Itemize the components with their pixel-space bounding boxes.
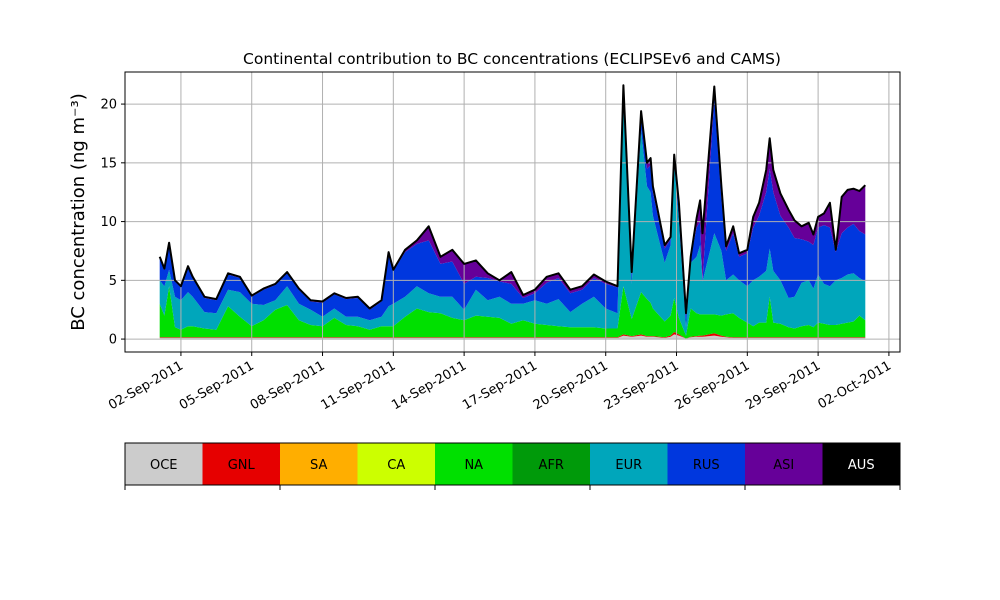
legend-swatch-sa [280, 443, 358, 485]
y-axis-label: BC concentration (ng m⁻³) [68, 93, 89, 331]
legend-label-aus: AUS [848, 458, 875, 473]
stacked-areas [159, 85, 866, 340]
total-concentration-line [158, 84, 867, 315]
gridlines [125, 72, 900, 352]
area-eur [159, 104, 866, 336]
area-na [159, 286, 866, 339]
legend-swatch-rus [667, 443, 746, 485]
legend-swatch-oce [125, 443, 203, 485]
legend-label-ca: CA [387, 458, 405, 473]
area-gnl [159, 332, 866, 339]
legend-label-gnl: GNL [228, 458, 256, 473]
legend-label-rus: RUS [693, 458, 720, 473]
legend-label-afr: AFR [539, 458, 564, 473]
legend-label-eur: EUR [615, 458, 642, 473]
y-tick-label: 15 [100, 156, 117, 171]
legend-swatch-afr [512, 443, 591, 485]
legend-swatch-eur [590, 443, 668, 485]
plot-frame [124, 71, 901, 353]
total-line-group [158, 84, 867, 315]
legend-swatch-aus [822, 443, 901, 485]
y-tick-label: 5 [109, 274, 117, 289]
area-oce [159, 334, 866, 340]
legend-swatch-ca [357, 443, 436, 485]
legend-frame [124, 442, 901, 486]
chart-title: Continental contribution to BC concentra… [243, 50, 781, 68]
legend-label-sa: SA [310, 458, 327, 473]
legend-label-na: NA [464, 458, 483, 473]
y-tick-label: 10 [100, 215, 117, 230]
legend-label-oce: OCE [150, 458, 178, 473]
legend-swatch-na [435, 443, 513, 485]
y-tick-label: 0 [109, 333, 117, 348]
legend-swatch-asi [745, 443, 823, 485]
y-tick-label: 20 [100, 98, 117, 113]
legend-label-asi: ASI [773, 458, 794, 473]
legend-swatch-gnl [202, 443, 281, 485]
region-colorbar-legend: OCE GNL SA CA NA AFR EUR RUS ASI AUS [124, 442, 901, 490]
y-axis-ticks: 0 5 10 15 20 [100, 98, 125, 348]
